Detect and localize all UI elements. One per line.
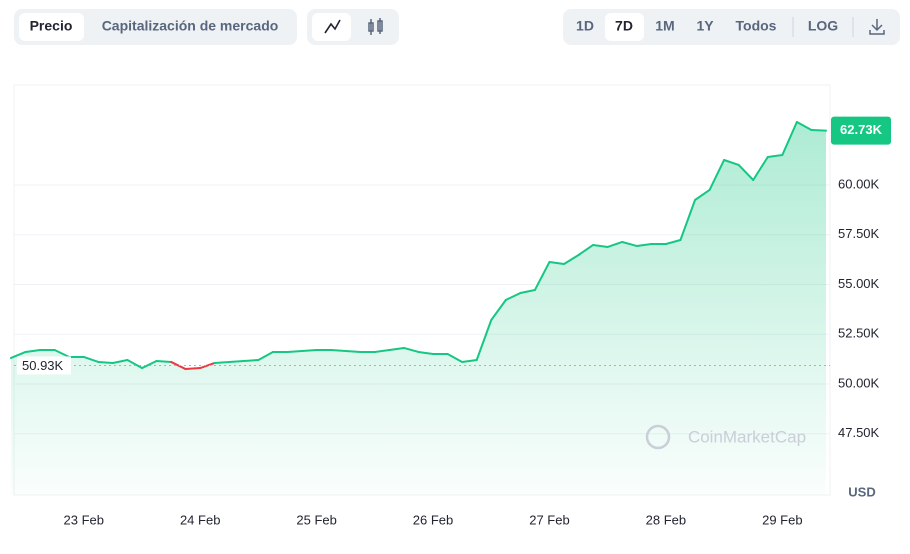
range-tab[interactable]: Todos [736, 18, 777, 34]
watermark-logo [645, 424, 671, 450]
range-tab[interactable]: 7D [615, 18, 633, 34]
line-segment [519, 288, 536, 294]
line-segment [679, 198, 697, 241]
line-segment [10, 350, 27, 359]
line-segment [330, 348, 347, 352]
y-tick-label: 60.00K [838, 176, 880, 191]
line-segment [708, 158, 726, 191]
active-tab [19, 13, 84, 41]
line-segment [257, 350, 274, 361]
line-segment [184, 367, 202, 371]
candle-icon[interactable] [368, 18, 383, 35]
line-segment [228, 359, 245, 363]
area [11, 121, 826, 495]
x-tick-label: 29 Feb [762, 512, 802, 527]
line-segment [781, 120, 798, 156]
line-segment [344, 349, 362, 353]
x-tick-label: 25 Feb [296, 512, 336, 527]
metric-group [14, 9, 297, 45]
line-segment [402, 346, 420, 353]
line-segment [97, 360, 114, 364]
y-tick-label: 47.50K [838, 425, 880, 440]
line-segment [388, 346, 405, 351]
y-tick-label: 50.00K [838, 375, 880, 390]
x-tick-label: 23 Feb [64, 512, 104, 527]
price-badge-label: 62.73K [840, 122, 883, 137]
active-range [605, 13, 644, 41]
line-segment [199, 361, 216, 370]
line-segment [635, 242, 653, 247]
line-segment [461, 358, 478, 363]
x-tick-label: 24 Feb [180, 512, 220, 527]
price-badge [831, 116, 891, 145]
line-segment [490, 298, 507, 321]
line-segment [155, 359, 173, 363]
line-segment [795, 120, 813, 131]
line-segment [475, 318, 493, 361]
line-segment [301, 348, 318, 352]
line-segment [170, 360, 187, 371]
line-segment [242, 358, 260, 362]
line-segment [446, 352, 464, 363]
line-segment [694, 188, 711, 201]
range-tab[interactable]: 1D [576, 18, 594, 34]
line-segment [126, 358, 143, 370]
line-segment [621, 240, 638, 247]
line-segment [24, 348, 42, 353]
watermark: CoinMarketCap [688, 427, 806, 446]
tab[interactable]: Capitalización de mercado [102, 18, 279, 34]
y-unit: USD [848, 484, 875, 499]
line-segment [504, 291, 522, 301]
line-segment [417, 350, 435, 355]
line-segment [592, 243, 609, 248]
x-tick-label: 26 Feb [413, 512, 453, 527]
line-segment [53, 348, 71, 358]
download-icon[interactable] [869, 19, 885, 35]
line-segment [548, 260, 566, 265]
line-segment [752, 155, 769, 181]
line-segment [111, 358, 129, 364]
y-tick-label: 57.50K [838, 226, 880, 241]
line-icon [324, 19, 341, 34]
tab[interactable]: Precio [30, 18, 73, 34]
reference-label: 50.93K [22, 358, 64, 373]
y-tick-label: 55.00K [838, 276, 880, 291]
x-tick-label: 28 Feb [646, 512, 686, 527]
line-segment [577, 243, 595, 256]
line-segment [82, 355, 100, 363]
reference-label-bg [17, 356, 71, 375]
range-tab[interactable]: 1Y [696, 18, 714, 34]
line-segment [766, 153, 784, 158]
line-segment [606, 240, 624, 248]
line-segment [373, 348, 391, 353]
range-tab[interactable]: 1M [655, 18, 674, 34]
line-segment [140, 359, 158, 370]
range-tab[interactable]: LOG [808, 18, 838, 34]
line-segment [286, 349, 304, 353]
line-segment [664, 238, 682, 245]
line-segment [737, 163, 755, 181]
line-segment [563, 253, 580, 265]
line-segment [533, 260, 551, 291]
y-tick-label: 52.50K [838, 326, 880, 341]
line-segment [810, 128, 827, 132]
range-group [563, 9, 900, 45]
line-button[interactable] [312, 13, 351, 41]
line-segment [723, 158, 740, 166]
line-segment [213, 360, 231, 364]
x-tick-label: 27 Feb [529, 512, 569, 527]
